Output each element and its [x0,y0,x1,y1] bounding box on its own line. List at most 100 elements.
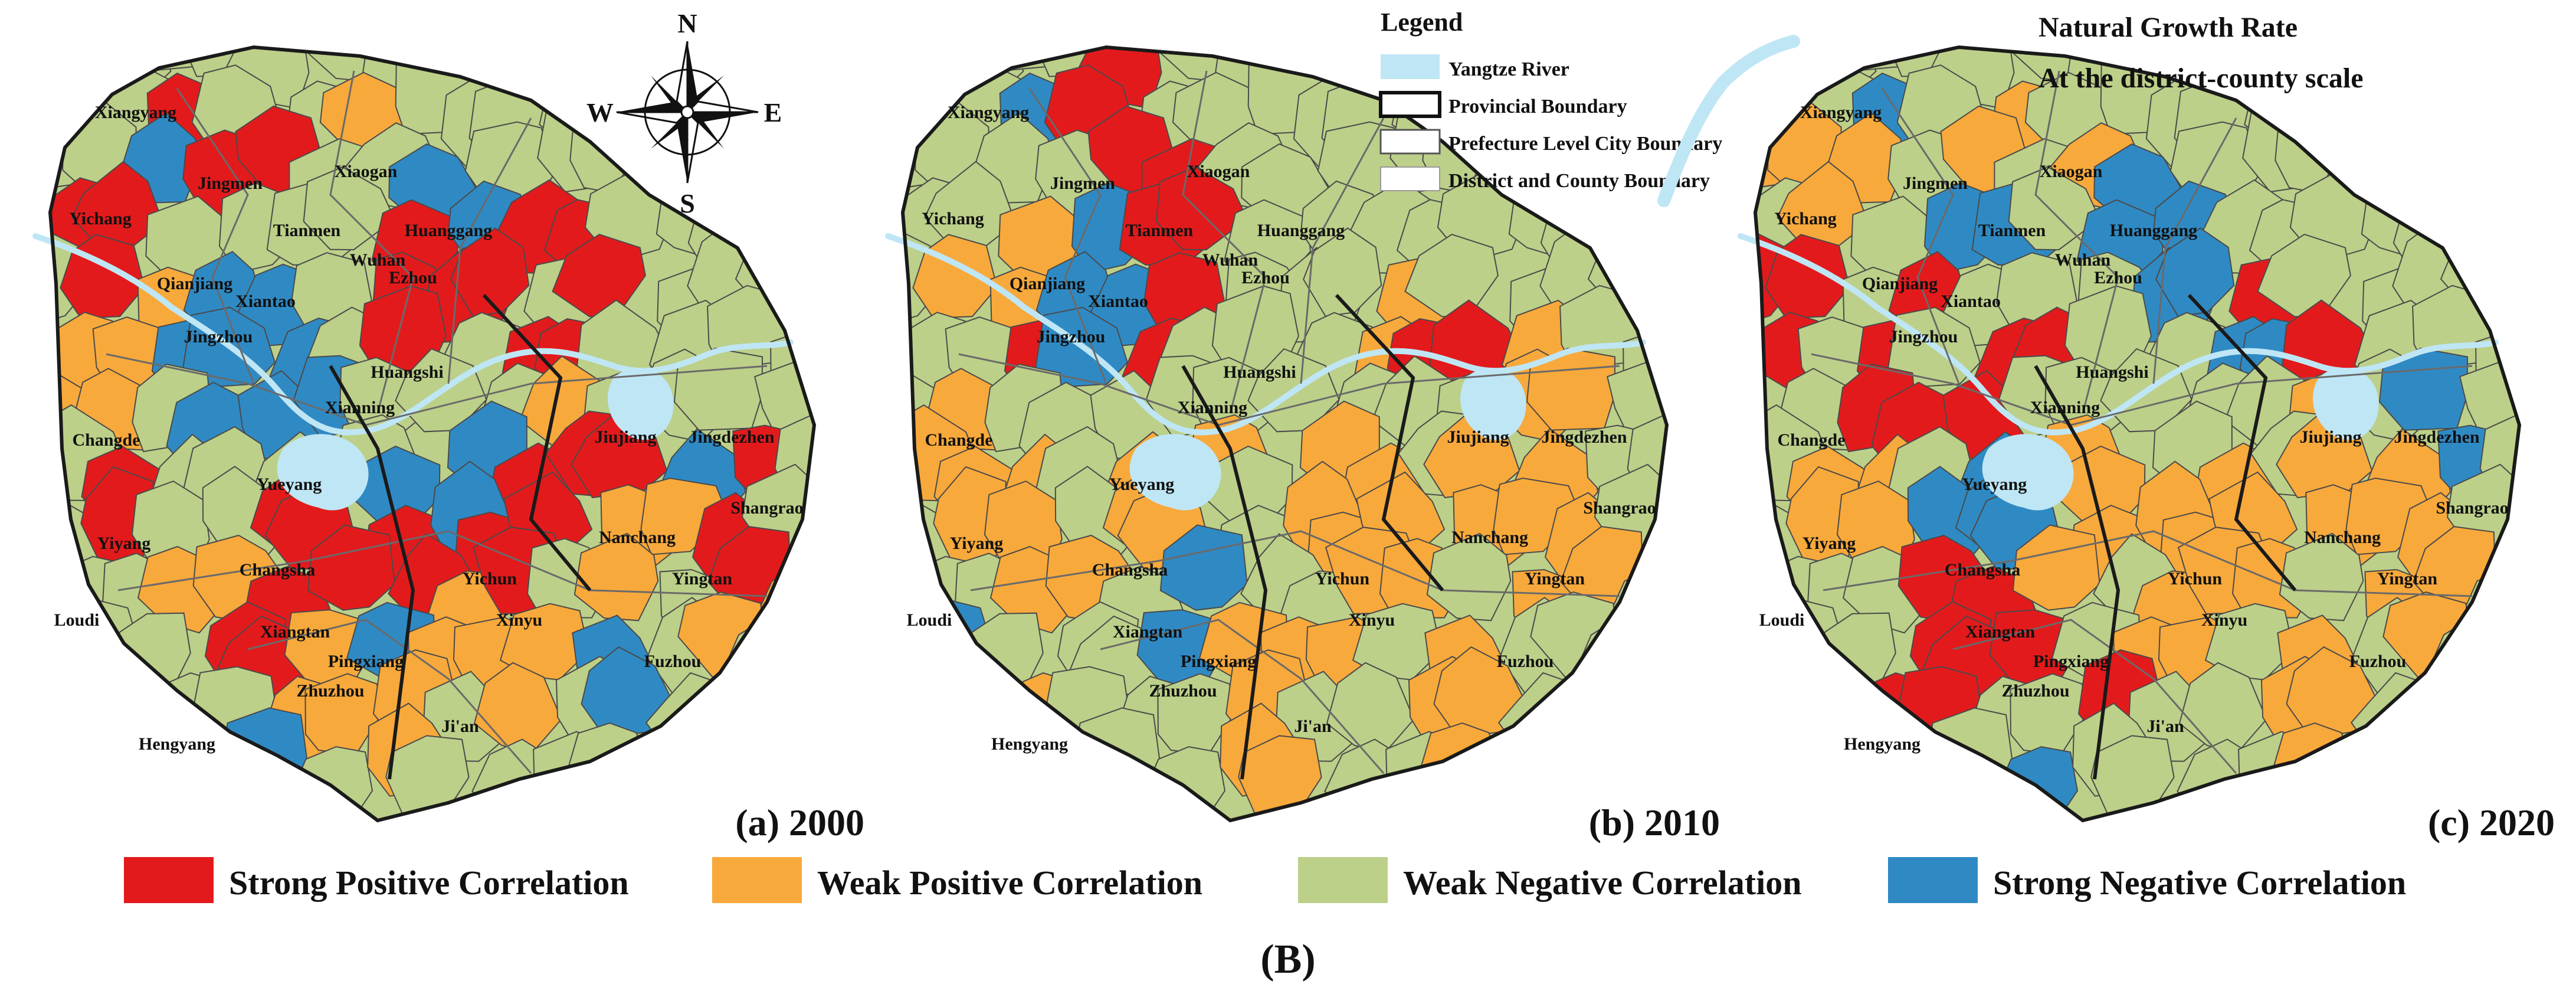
district-cell [1573,684,1661,772]
city-label: Xiantao [1941,292,2001,311]
city-label: Tianmen [1126,221,1194,240]
district-cell [513,47,612,99]
city-label: Pingxiang [328,652,404,671]
district-cell [740,47,814,87]
city-label: Yichun [2168,569,2223,588]
yangtze-river [885,233,1646,436]
city-label: Xianning [1178,398,1247,417]
city-label: Huangshi [371,362,443,382]
city-label: Hengyang [1844,734,1920,754]
class-label-weak-negative: Weak Negative Correlation [1403,864,1801,902]
district-regions [1755,47,2519,820]
city-label: Loudi [1759,610,1805,630]
provincial-boundary [2187,293,2297,591]
prefecture-boundary [1028,88,1107,384]
yangtze-river [32,233,794,436]
provincial-boundary [900,45,1669,823]
lake-water [277,434,369,511]
city-label: Xiangyang [1800,103,1882,122]
city-label: Huangshi [1223,362,1296,382]
provincial-boundary [48,45,817,823]
district-cell [84,717,180,811]
city-label: Jingdezhen [689,427,774,447]
district-cell [1155,166,1248,251]
city-label: Yichun [1315,569,1370,588]
city-label: Tianmen [273,221,341,240]
district-cell [2466,112,2519,200]
legend-river-label: Yangtze River [1448,58,1569,80]
provincial-boundary [2034,365,2121,780]
city-label: Yueyang [1962,475,2027,494]
city-label: Xiantao [235,292,296,311]
city-label: Pingxiang [2033,652,2109,671]
compass-star-icon [616,41,759,184]
legend-provincial-swatch [1379,91,1441,118]
city-label: Fuzhou [644,652,702,671]
yangtze-decoration [1657,35,1800,207]
district-regions [50,47,814,820]
city-label: Ezhou [1241,268,1290,287]
district-cell [1545,47,1623,100]
city-label: Ji'an [2146,717,2184,736]
provincial-boundary [482,293,592,591]
city-labels: Xiangyang Jingmen Xiaogan Huanggang Yichang T… [907,103,1656,754]
boundary-overlay [885,45,1669,823]
district-cell [2426,82,2519,162]
district-cell [2397,126,2488,220]
compass-n: N [677,8,697,38]
city-label: Xiangyang [948,103,1029,122]
map-panel-2010: Xiangyang Jingmen Xiaogan Huanggang Yichang T… [885,45,1720,843]
city-label: Changde [72,430,140,450]
city-label: Loudi [54,610,100,630]
district-cell [903,586,951,675]
city-label: Jingdezhen [2394,427,2479,447]
lake-water [1129,434,1221,511]
legend-title: Legend [1381,8,1463,37]
district-cell [2325,727,2421,820]
city-label: Yichun [463,569,517,588]
prefecture-boundary [1881,88,1960,384]
district-cell [692,47,771,100]
district-cell [903,722,942,814]
provincial-boundary [1335,293,1444,591]
city-label: Shangrao [1583,498,1656,518]
city-label: Tianmen [1978,221,2046,240]
district-cell [2491,649,2519,745]
city-label: Xinyu [496,610,542,630]
city-label: Shangrao [730,498,803,518]
district-cell [1593,47,1667,87]
district-cell [786,649,814,745]
city-label: Yueyang [1109,475,1175,494]
city-label: Changde [1777,430,1845,450]
city-label: Yichang [922,209,984,228]
district-cell [903,47,934,88]
city-label: Jingmen [198,174,263,193]
panel-caption: (c) 2020 [2428,802,2555,843]
map-panel-2000: Xiangyang Jingmen Xiaogan Huanggang Yichang T… [32,45,864,843]
city-label: Yingtan [1525,569,1585,588]
district-cell [903,679,958,762]
city-label: Yichang [69,209,132,228]
city-label: Yingtan [672,569,733,588]
district-cell [1755,679,1810,762]
class-legend: Strong Positive Correlation Weak Positiv… [124,857,2406,903]
prefecture-boundary [2034,70,2119,414]
district-cell [1352,603,1443,681]
city-label: Huanggang [405,221,492,240]
prefecture-boundary [970,530,1620,597]
city-label: Yueyang [257,475,322,494]
provincial-boundary [329,365,415,780]
city-label: Xianning [2030,398,2100,417]
city-label: Xiangtan [260,622,330,642]
figure-label: (B) [1260,937,1315,982]
city-label: Xiantao [1088,292,1148,311]
compass-s: S [680,188,695,218]
district-cell [1790,717,1885,811]
city-label: Ezhou [389,268,437,287]
compass-rose: N S E W [586,8,782,218]
city-label: Xiangyang [95,103,176,122]
city-label: Qianjiang [1862,274,1938,293]
city-labels: Xiangyang Jingmen Xiaogan Huanggang Yichang T… [54,103,804,754]
lake-water [2313,368,2379,440]
lake-water [1460,368,1526,440]
